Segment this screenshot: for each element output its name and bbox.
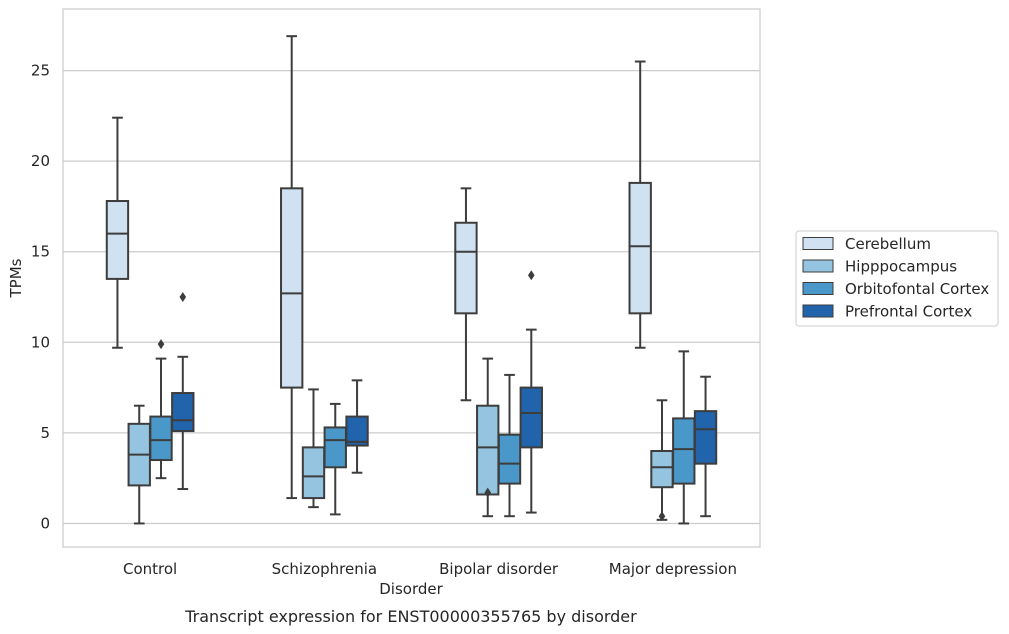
box-group (345, 379, 369, 474)
box (105, 200, 130, 280)
box (693, 410, 718, 465)
x-tick-label: Major depression (609, 560, 737, 578)
gridlines (63, 69, 760, 525)
box-group (672, 350, 696, 525)
box (650, 449, 674, 489)
chart-caption: Transcript expression for ENST0000035576… (184, 607, 637, 626)
outlier-point (484, 487, 492, 498)
y-tick-label: 5 (40, 424, 50, 442)
box-group (650, 399, 674, 522)
legend-swatch (802, 259, 834, 273)
x-tick-label: Bipolar disorder (439, 560, 559, 578)
legend-frame (795, 230, 999, 327)
box-group (693, 375, 718, 518)
y-tick-label: 25 (31, 62, 50, 80)
box-group (476, 357, 500, 518)
legend: Cerebellum Hipppocampus Orbitofontal Corte… (795, 230, 999, 327)
y-tick-label: 20 (31, 152, 50, 170)
legend-label: Orbitofontal Cortex (845, 280, 989, 298)
box (345, 415, 369, 447)
box-group (127, 404, 151, 525)
outlier-point (527, 270, 535, 281)
box-group (301, 388, 326, 509)
outlier-point (658, 511, 666, 522)
box (149, 415, 173, 462)
x-axis-ticks: Control Schizophrenia Bipolar disorder Majo… (123, 560, 737, 578)
box (497, 433, 522, 485)
y-tick-label: 15 (31, 243, 50, 261)
x-tick-label: Control (123, 560, 177, 578)
outlier-point (179, 292, 187, 303)
box-group (149, 339, 173, 480)
legend-label: Hipppocampus (845, 258, 957, 276)
box (672, 417, 696, 485)
box-group (519, 270, 543, 514)
boxes (105, 35, 718, 525)
box (301, 446, 326, 500)
box (628, 181, 652, 315)
x-axis-label: Disorder (379, 580, 443, 598)
box-group (280, 35, 304, 500)
x-tick-label: Schizophrenia (272, 560, 377, 578)
box (454, 221, 478, 315)
box-group (454, 187, 478, 402)
box-group (105, 116, 130, 349)
y-tick-label: 10 (31, 333, 50, 351)
legend-swatch (802, 282, 834, 295)
box-group (171, 292, 195, 491)
legend-label: Cerebellum (845, 235, 931, 253)
outlier-point (157, 339, 165, 350)
box (476, 404, 500, 496)
box (171, 392, 195, 433)
box-group (323, 402, 347, 516)
legend-label: Prefrontal Cortex (845, 303, 972, 321)
legend-swatch (802, 304, 834, 318)
box-group (628, 60, 652, 349)
legend-swatch (802, 237, 834, 250)
box (280, 187, 304, 389)
y-axis-ticks: 0 5 10 15 20 25 (31, 62, 50, 533)
box (519, 386, 543, 449)
box (323, 426, 347, 469)
y-tick-label: 0 (40, 514, 50, 532)
box-group (497, 373, 522, 518)
plot-area-frame (62, 8, 761, 548)
y-axis-label: TPMs (7, 258, 25, 298)
